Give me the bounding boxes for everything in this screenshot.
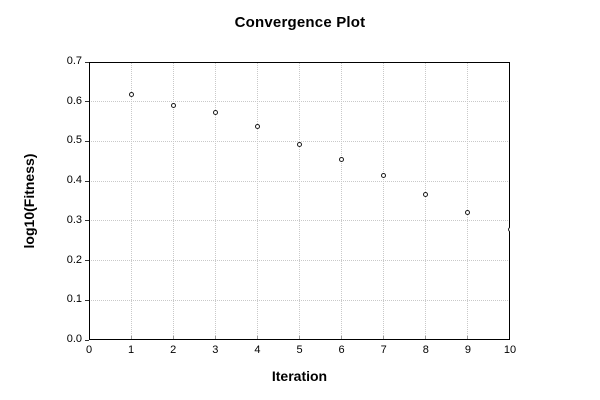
y-tick-mark: [85, 220, 89, 222]
x-gridline: [256, 62, 258, 340]
data-point: [339, 156, 345, 162]
x-tick-label: 4: [254, 344, 261, 356]
y-tick-mark: [85, 61, 89, 63]
y-tick-label: 0.2: [66, 253, 82, 266]
x-gridline: [383, 62, 385, 340]
x-tick-mark: [383, 336, 385, 340]
y-tick-mark: [85, 299, 89, 301]
data-point: [170, 103, 176, 109]
y-tick-mark: [85, 140, 89, 142]
y-tick-label: 0.5: [66, 134, 82, 147]
data-point: [381, 172, 387, 178]
y-tick-mark: [85, 260, 89, 262]
x-tick-label: 7: [380, 344, 387, 356]
x-tick-mark: [130, 336, 132, 340]
y-tick-mark: [85, 339, 89, 341]
x-tick-label: 1: [128, 344, 135, 356]
y-gridline: [89, 101, 510, 103]
data-point: [507, 227, 510, 233]
x-tick-label: 0: [85, 344, 93, 356]
x-tick-mark: [256, 336, 258, 340]
data-point: [254, 124, 260, 130]
y-tick-label: 0.7: [66, 55, 82, 67]
x-tick-label: 6: [338, 344, 345, 356]
y-tick-mark: [85, 101, 89, 103]
x-tick-label: 8: [422, 344, 429, 356]
x-tick-label: 9: [464, 344, 471, 356]
data-point: [423, 191, 429, 197]
x-gridline: [130, 62, 132, 340]
x-tick-mark: [467, 336, 469, 340]
y-gridline: [89, 299, 510, 301]
y-tick-mark: [85, 180, 89, 182]
x-gridline: [299, 62, 300, 340]
data-point: [212, 109, 218, 115]
x-tick-mark: [299, 336, 300, 340]
x-tick-label: 10: [503, 344, 517, 356]
x-gridline: [341, 62, 343, 340]
x-tick-mark: [425, 336, 427, 340]
chart-title: Convergence Plot: [234, 14, 366, 31]
x-gridline: [467, 62, 469, 340]
x-tick-label: 2: [170, 344, 177, 356]
y-gridline: [89, 140, 510, 142]
y-gridline: [89, 180, 510, 182]
y-axis-label: log10(Fitness): [21, 153, 37, 249]
plot-area: [89, 62, 510, 340]
data-point: [465, 210, 471, 216]
x-tick-mark: [172, 336, 174, 340]
x-tick-mark: [341, 336, 343, 340]
x-tick-label: 3: [212, 344, 219, 356]
y-gridline: [89, 220, 510, 222]
y-tick-label: 0.1: [66, 293, 82, 306]
data-point: [297, 141, 302, 147]
data-point: [128, 92, 134, 98]
x-gridline: [425, 62, 427, 340]
y-tick-label: 0.3: [66, 213, 82, 226]
y-tick-label: 0.0: [66, 333, 82, 345]
y-gridline: [89, 260, 510, 262]
x-gridline: [172, 62, 174, 340]
x-gridline: [214, 62, 216, 340]
y-tick-label: 0.4: [66, 174, 82, 187]
x-tick-label: 5: [296, 344, 303, 356]
x-tick-mark: [214, 336, 216, 340]
x-axis-label: Iteration: [271, 368, 328, 384]
y-tick-label: 0.6: [66, 94, 82, 107]
